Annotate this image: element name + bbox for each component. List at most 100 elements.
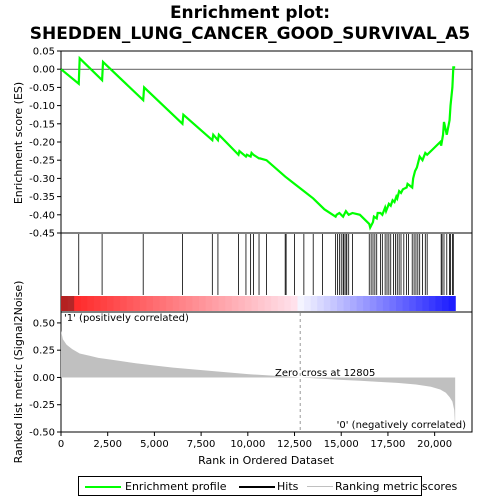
heatbar-segment [376,296,384,311]
heatbar-segment [139,296,148,311]
heatbar-segment [192,296,200,311]
heatbar-segment [415,296,423,311]
heatbar-segment [100,296,108,311]
chart-legend: Enrichment profile Hits Ranking metric s… [78,476,457,496]
positive-label: '1' (positively correlated) [64,313,189,324]
rank-ytick-label: -0.25 [29,400,55,411]
es-ytick-label: -0.30 [29,174,55,185]
heatbar-segment [369,296,377,311]
es-ytick-label: -0.05 [29,83,55,94]
negative-label: '0' (negatively correlated) [337,420,466,431]
heatbar-segment [428,296,437,311]
es-ytick-label: 0.05 [33,47,55,58]
es-ytick-label: -0.10 [29,101,55,112]
legend-label-ranking: Ranking metric scores [335,480,458,493]
heatbar-segment [304,296,312,311]
heatbar-segment [330,296,338,311]
es-panel-frame [60,50,473,234]
heatbar-segment [251,296,259,311]
heatbar-segment [146,296,154,311]
es-ylabel: Enrichment score (ES) [12,82,25,204]
heatbar-segment [93,296,102,311]
legend-swatch-hits [239,486,275,488]
heatbar-segment [258,296,266,311]
heatbar-segment [290,296,299,311]
heatbar-segment [389,296,397,311]
heatbar-segment [198,296,207,311]
heatbar-segment [277,296,285,311]
rank-xtick-label: 12,500 [277,439,312,450]
ranking-metric-area [61,330,456,429]
heatbar-segment [435,296,443,311]
legend-label-enrichment: Enrichment profile [125,480,227,493]
es-ytick-label: -0.15 [29,119,55,130]
heatbar-segment [152,296,161,311]
heatbar-segment [126,296,134,311]
heatbar-segment [218,296,226,311]
heatbar-segment [382,296,391,311]
rank-ylabel: Ranked list metric (Signal2Noise) [12,281,25,464]
heatbar-segment [120,296,128,311]
es-ytick-label: -0.45 [29,229,55,240]
heatbar-segment [284,296,292,311]
enrichment-chart: 0.05 0.00 -0.05 -0.10 -0.15 -0.20 -0.25 -0.30 -0… [12,47,473,467]
rank-ytick-label: -0.50 [29,428,55,439]
rank-xlabel: Rank in Ordered Dataset [198,454,335,467]
heatbar-segment [244,296,253,311]
heatbar-segment [225,296,233,311]
heatbar-segment [409,296,417,311]
heatbar-segment [336,296,345,311]
rank-xtick-label: 7,500 [187,439,216,450]
heatbar-segment [166,296,174,311]
heatbar-segment [442,296,450,311]
heatbar-segment [396,296,404,311]
es-ytick-label: -0.25 [29,156,55,167]
heatbar-segment [297,296,305,311]
heatbar-segment [448,296,456,311]
heatbar-segment [363,296,371,311]
heatbar-segment [159,296,167,311]
rank-xtick-label: 5,000 [140,439,169,450]
rank-ytick-label: 0.25 [33,346,55,357]
heatbar-segment [80,296,88,311]
heatbar-segment [185,296,193,311]
heatbar-segment [179,296,187,311]
heatbar-segment [317,296,325,311]
heatbar-segment [402,296,410,311]
heatbar-segment [271,296,279,311]
heatbar-segment [231,296,239,311]
heatbar-segment [343,296,351,311]
rank-xtick-label: 10,000 [230,439,265,450]
chart-title-line1: Enrichment plot: [169,3,331,23]
heatbar-segment [350,296,358,311]
heatbar-segment [205,296,213,311]
heatbar-segment [238,296,246,311]
rank-xtick-label: 15,000 [324,439,359,450]
heatbar-segment [74,296,82,311]
rank-xtick-label: 2,500 [93,439,122,450]
rank-ytick-label: 0.00 [33,373,55,384]
zero-cross-label: Zero cross at 12805 [275,368,375,379]
heatbar-segment [61,296,69,311]
chart-title-line2: SHEDDEN_LUNG_CANCER_GOOD_SURVIVAL_A5 [29,24,471,44]
heatbar-segment [356,296,364,311]
heatbar-segment [67,296,75,311]
legend-label-hits: Hits [277,480,299,493]
heatbar-segment [133,296,141,311]
legend-swatch-ranking [307,486,333,487]
rank-xtick-label: 20,000 [417,439,452,450]
es-ytick-label: -0.20 [29,138,55,149]
heatbar-segment [422,296,430,311]
rank-xtick-label: 17,500 [370,439,405,450]
es-ytick-label: 0.00 [33,65,55,76]
legend-swatch-enrichment [85,486,121,488]
heatbar-segment [310,296,318,311]
heatbar-segment [87,296,95,311]
heatbar-segment [106,296,115,311]
heatbar-segment [113,296,121,311]
es-ytick-label: -0.35 [29,192,55,203]
heatbar-segment [172,296,180,311]
rank-xtick-label: 0 [58,439,64,450]
rank-ytick-label: 0.50 [33,318,55,329]
enrichment-profile-line [60,55,456,231]
